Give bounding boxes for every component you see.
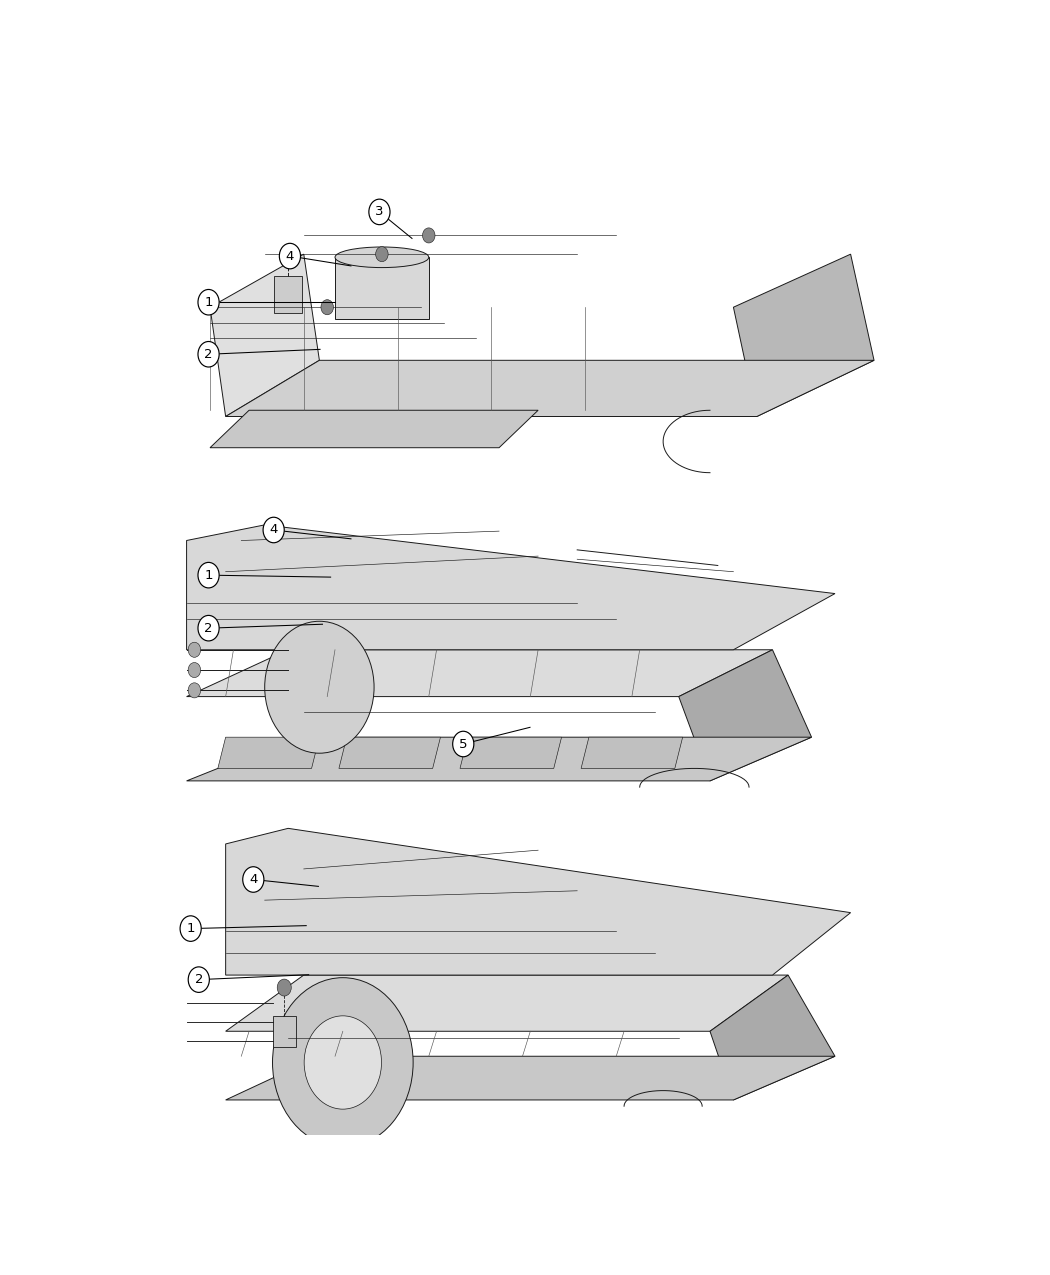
Polygon shape bbox=[217, 737, 319, 769]
Circle shape bbox=[188, 966, 209, 992]
Polygon shape bbox=[226, 975, 789, 1031]
Circle shape bbox=[198, 289, 219, 315]
Polygon shape bbox=[733, 254, 874, 417]
Polygon shape bbox=[339, 737, 441, 769]
Polygon shape bbox=[581, 737, 683, 769]
Circle shape bbox=[304, 1016, 381, 1109]
Circle shape bbox=[188, 643, 201, 658]
Text: 3: 3 bbox=[375, 205, 383, 218]
Polygon shape bbox=[210, 254, 319, 417]
Circle shape bbox=[453, 732, 474, 757]
Text: 4: 4 bbox=[270, 524, 278, 537]
Circle shape bbox=[273, 978, 413, 1148]
Polygon shape bbox=[678, 650, 812, 780]
FancyBboxPatch shape bbox=[274, 275, 301, 314]
Ellipse shape bbox=[335, 247, 428, 268]
Circle shape bbox=[277, 979, 291, 996]
Polygon shape bbox=[187, 650, 773, 696]
Polygon shape bbox=[460, 737, 562, 769]
Text: 4: 4 bbox=[249, 873, 257, 886]
Circle shape bbox=[369, 199, 390, 224]
Polygon shape bbox=[226, 829, 851, 975]
Text: 1: 1 bbox=[205, 569, 213, 581]
Text: 2: 2 bbox=[194, 973, 203, 986]
Circle shape bbox=[321, 300, 334, 315]
Circle shape bbox=[198, 342, 219, 367]
FancyBboxPatch shape bbox=[335, 258, 428, 319]
Polygon shape bbox=[226, 361, 874, 417]
Circle shape bbox=[198, 562, 219, 588]
Circle shape bbox=[279, 244, 300, 269]
Text: 1: 1 bbox=[187, 922, 195, 935]
Text: 5: 5 bbox=[459, 737, 467, 751]
Circle shape bbox=[376, 246, 388, 261]
Polygon shape bbox=[710, 975, 835, 1100]
Text: 2: 2 bbox=[205, 622, 213, 635]
Circle shape bbox=[265, 621, 374, 754]
Circle shape bbox=[264, 518, 285, 543]
Circle shape bbox=[281, 246, 294, 261]
Polygon shape bbox=[187, 525, 835, 650]
Polygon shape bbox=[187, 737, 812, 780]
Circle shape bbox=[198, 616, 219, 641]
Circle shape bbox=[243, 867, 264, 892]
Polygon shape bbox=[226, 1056, 835, 1100]
Polygon shape bbox=[210, 411, 538, 448]
Circle shape bbox=[188, 663, 201, 677]
Text: 4: 4 bbox=[286, 250, 294, 263]
Circle shape bbox=[181, 915, 202, 941]
Text: 2: 2 bbox=[205, 348, 213, 361]
Circle shape bbox=[188, 683, 201, 697]
Text: 1: 1 bbox=[205, 296, 213, 309]
Circle shape bbox=[422, 228, 435, 244]
FancyBboxPatch shape bbox=[273, 1016, 296, 1047]
